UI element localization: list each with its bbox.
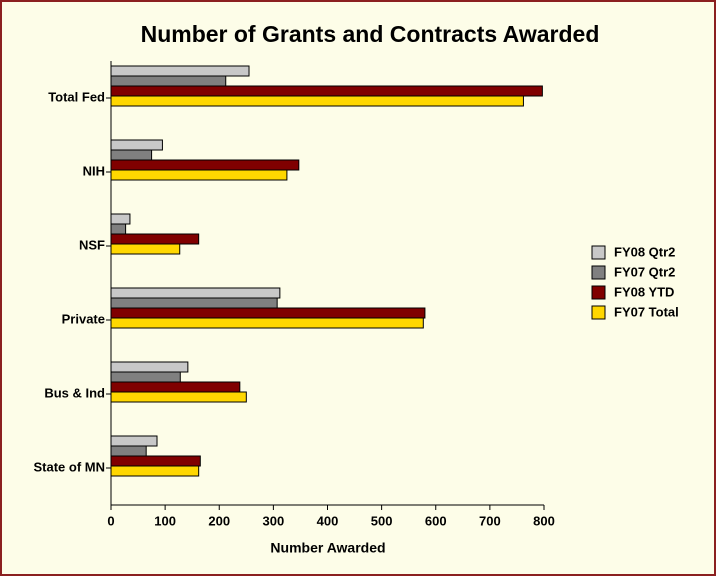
bar: [110, 455, 201, 467]
legend-label: FY08 YTD: [614, 284, 674, 299]
legend-swatch: [591, 265, 606, 280]
bar: [110, 361, 189, 373]
bar: [110, 317, 424, 329]
bar: [110, 139, 163, 151]
x-tick-label: 400: [317, 513, 339, 528]
x-tick-label: 800: [533, 513, 555, 528]
x-tick-label: 600: [425, 513, 447, 528]
x-tick-label: 700: [479, 513, 501, 528]
x-tick-label: 100: [154, 513, 176, 528]
legend-label: FY08 Qtr2: [614, 244, 675, 259]
legend-swatch: [591, 285, 606, 300]
bar: [110, 75, 227, 87]
bar: [110, 213, 131, 225]
chart-title: Number of Grants and Contracts Awarded: [141, 21, 600, 47]
y-tick-label: NIH: [83, 163, 105, 178]
legend-swatch: [591, 305, 606, 320]
x-axis-label: Number Awarded: [270, 540, 385, 556]
x-tick-label: 0: [107, 513, 114, 528]
bar: [110, 391, 247, 403]
y-tick-label: Bus & Ind: [44, 385, 105, 400]
legend-label: FY07 Qtr2: [614, 264, 675, 279]
bar: [110, 243, 181, 255]
bar: [110, 169, 288, 181]
bar: [110, 287, 281, 299]
y-tick-label: Private: [62, 311, 105, 326]
bar: [110, 233, 200, 245]
bar: [110, 223, 127, 235]
legend-swatch: [591, 245, 606, 260]
x-tick-label: 500: [371, 513, 393, 528]
bar: [110, 159, 300, 171]
bar: [110, 371, 181, 383]
x-tick-label: 200: [208, 513, 230, 528]
y-tick-label: State of MN: [34, 459, 106, 474]
y-tick-label: NSF: [79, 237, 105, 252]
bar: [110, 95, 524, 107]
bar: [110, 381, 241, 393]
bar: [110, 85, 543, 97]
bar: [110, 149, 153, 161]
bar: [110, 65, 250, 77]
bar: [110, 445, 147, 457]
bar: [110, 435, 158, 447]
bar: [110, 297, 278, 309]
bar: [110, 307, 426, 319]
y-tick-label: Total Fed: [48, 89, 105, 104]
x-tick-label: 300: [263, 513, 285, 528]
bar: [110, 465, 200, 477]
legend-label: FY07 Total: [614, 304, 679, 319]
